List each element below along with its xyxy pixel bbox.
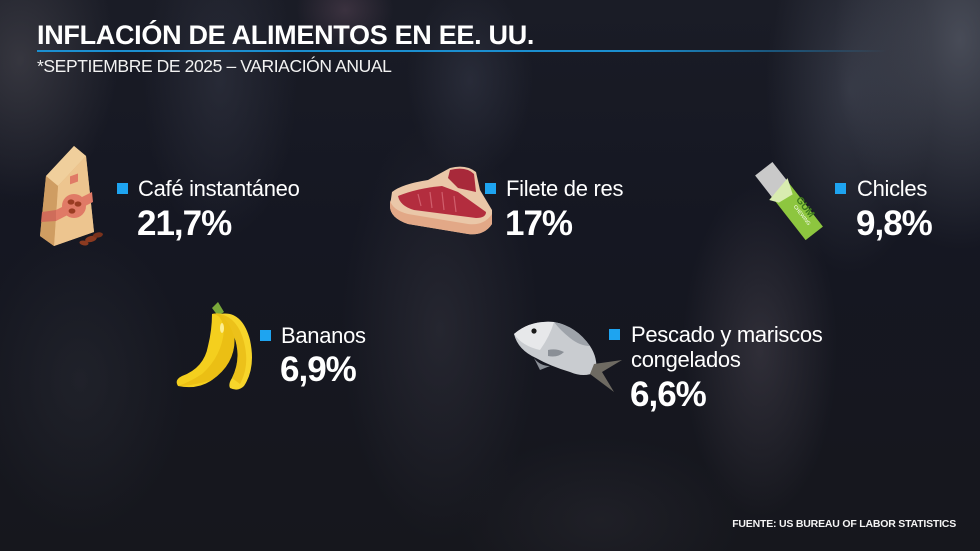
bullet-marker [835,183,846,194]
item-label-line2: congelados [631,347,741,372]
item-value: 9,8% [856,204,933,243]
item-label: Chicles [857,176,928,201]
chewing-gum-icon: CHEWING GUM [755,161,823,241]
page-title: INFLACIÓN DE ALIMENTOS EN EE. UU. [37,20,535,50]
bullet-marker [485,183,496,194]
bullet-marker [260,330,271,341]
item-value: 6,9% [280,350,357,389]
bullet-marker [609,329,620,340]
bullet-marker [117,183,128,194]
steak-icon [390,166,492,235]
fish-icon [514,321,622,392]
source-credit: FUENTE: US BUREAU OF LABOR STATISTICS [732,518,956,530]
item-label: Filete de res [506,176,624,201]
banana-icon [176,302,252,390]
item-label-line1: Pescado y mariscos [631,322,823,347]
coffee-bag-icon [40,146,103,246]
item-value: 17% [505,204,573,243]
item-label: Café instantáneo [138,176,300,201]
page-subtitle: *SEPTIEMBRE DE 2025 – VARIACIÓN ANUAL [37,56,392,76]
title-divider [37,50,887,52]
item-label: Bananos [281,323,366,348]
item-value: 6,6% [630,375,707,414]
item-value: 21,7% [137,204,232,243]
